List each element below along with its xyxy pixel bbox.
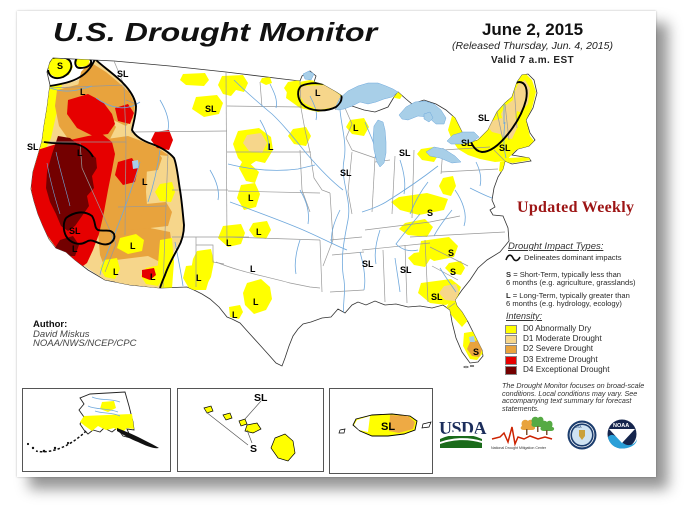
svg-text:L: L	[142, 177, 148, 187]
svg-text:S: S	[250, 443, 257, 455]
svg-text:NOAA: NOAA	[613, 423, 629, 429]
svg-text:S: S	[473, 347, 479, 357]
svg-text:SL: SL	[400, 265, 412, 275]
svg-text:SL: SL	[499, 143, 511, 153]
svg-text:L: L	[253, 297, 259, 307]
svg-text:SL: SL	[27, 142, 39, 152]
svg-text:SL: SL	[254, 392, 268, 404]
svg-text:SL: SL	[478, 113, 490, 123]
svg-text:L: L	[248, 193, 254, 203]
svg-text:L: L	[196, 273, 202, 283]
svg-text:SL: SL	[399, 148, 411, 158]
svg-text:SL: SL	[461, 138, 473, 148]
svg-text:S: S	[450, 267, 456, 277]
svg-text:L: L	[226, 238, 232, 248]
svg-text:SL: SL	[205, 104, 217, 114]
svg-text:L: L	[72, 244, 78, 254]
svg-text:SL: SL	[117, 69, 129, 79]
svg-text:USA: USA	[575, 425, 582, 429]
svg-text:L: L	[315, 88, 321, 98]
svg-text:L: L	[256, 227, 262, 237]
svg-text:L: L	[232, 310, 238, 320]
svg-text:SL: SL	[381, 421, 395, 433]
svg-text:L: L	[250, 264, 256, 274]
svg-text:SL: SL	[431, 292, 443, 302]
svg-text:L: L	[268, 142, 274, 152]
svg-text:SL: SL	[340, 168, 352, 178]
svg-text:SL: SL	[69, 226, 81, 236]
svg-text:L: L	[130, 241, 136, 251]
svg-text:L: L	[113, 267, 119, 277]
svg-text:S: S	[448, 248, 454, 258]
svg-text:L: L	[80, 87, 86, 97]
svg-text:L: L	[77, 148, 83, 158]
svg-text:L: L	[353, 123, 359, 133]
svg-text:S: S	[57, 61, 63, 71]
svg-text:L: L	[150, 272, 156, 282]
svg-text:SL: SL	[362, 259, 374, 269]
svg-text:National Drought Mitigation Ce: National Drought Mitigation Center	[491, 446, 547, 450]
svg-text:S: S	[427, 208, 433, 218]
